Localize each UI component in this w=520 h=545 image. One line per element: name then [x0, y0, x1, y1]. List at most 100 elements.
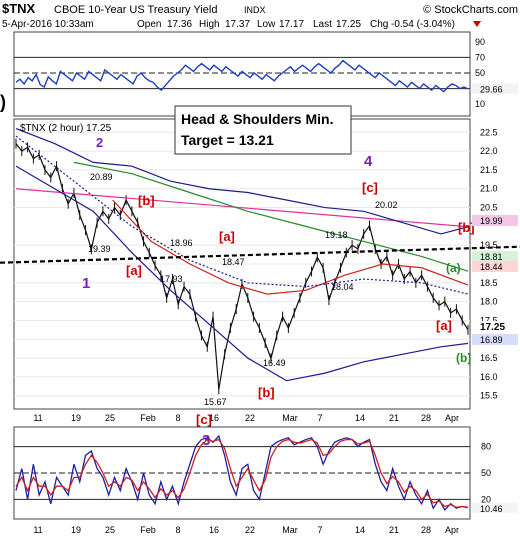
- bottom-x-tick-9: 14: [355, 525, 365, 535]
- wave-label-9: [c]: [362, 180, 378, 195]
- bottom-last-label: 10.46: [480, 504, 503, 514]
- price-tag-bg-low_band: [472, 334, 518, 345]
- wave-label-1: [b]: [138, 193, 155, 208]
- oscillator-slow: [15, 438, 469, 508]
- main-y-tick-3: 21.0: [480, 184, 498, 194]
- header-exchange: INDX: [244, 5, 266, 15]
- header-chg: -0.54 (-3.04%): [391, 19, 455, 30]
- bottom-x-tick-4: 8: [175, 525, 180, 535]
- bottom-x-tick-10: 21: [389, 525, 399, 535]
- main-x-tick-7: Mar: [282, 413, 298, 423]
- top-y-tick-0: 90: [475, 37, 485, 47]
- bottom-x-tick-7: Mar: [282, 525, 298, 535]
- main-y-tick-5: 19.5: [480, 240, 498, 250]
- main-y-tick-8: 18.0: [480, 297, 498, 307]
- header-low: 17.17: [279, 19, 304, 30]
- annotation-line1: Head & Shoulders Min.: [181, 111, 333, 127]
- main-x-tick-5: 16: [209, 413, 219, 423]
- bottom-x-tick-0: 11: [33, 525, 42, 535]
- main-x-tick-12: Apr: [445, 413, 459, 423]
- point-label-7: 19.18: [325, 230, 348, 240]
- wave-label-8: 4: [364, 153, 373, 170]
- price-tag-ma_a: 18.81: [480, 252, 503, 262]
- point-label-6: 16.49: [263, 358, 286, 368]
- main-legend: $TNX (2 hour) 17.25: [20, 123, 112, 134]
- main-price: 22.522.021.521.020.519.519.018.518.017.5…: [0, 127, 520, 449]
- top-indicator-line: [15, 59, 469, 93]
- price-tag-ma_b: 18.44: [480, 262, 503, 272]
- header-open-label: Open: [137, 19, 161, 30]
- price-tag-high_band: 19.99: [480, 216, 503, 226]
- bottom-x-tick-3: Feb: [140, 525, 156, 535]
- main-x-tick-1: 19: [71, 413, 81, 423]
- top-indicator: 907050301029.66: [14, 37, 518, 109]
- main-series-6: [15, 135, 469, 295]
- point-label-1: 19.39: [88, 244, 111, 254]
- bottom-x-tick-2: 25: [105, 525, 115, 535]
- price-tag-bg-high_band: [472, 215, 518, 226]
- price-tag-low_band: 16.89: [480, 335, 503, 345]
- header-name: CBOE 10-Year US Treasury Yield: [54, 4, 217, 16]
- header-high: 17.37: [225, 19, 250, 30]
- bottom-y-tick-1: 50: [481, 468, 491, 478]
- main-y-tick-12: 16.0: [480, 372, 498, 382]
- header-brand: © StockCharts.com: [423, 4, 518, 16]
- point-label-2: 18.96: [170, 238, 193, 248]
- annotation-line2: Target = 13.21: [181, 132, 274, 148]
- main-y-tick-13: 15.5: [480, 391, 498, 401]
- main-series-3: [112, 199, 469, 295]
- bottom-x-tick-1: 19: [71, 525, 81, 535]
- wave-label-7: [b]: [258, 385, 275, 400]
- point-label-5: 15.67: [204, 397, 227, 407]
- down-triangle-icon: [473, 21, 481, 27]
- main-x-tick-4: 8: [175, 413, 180, 423]
- main-y-tick-2: 21.5: [480, 165, 498, 175]
- main-x-tick-8: 7: [317, 413, 322, 423]
- main-x-tick-2: 25: [105, 413, 115, 423]
- main-y-tick-1: 22.0: [480, 146, 498, 156]
- bottom-last-box: [472, 502, 518, 513]
- point-label-9: 20.02: [375, 200, 398, 210]
- bottom-x-tick-6: 22: [245, 525, 255, 535]
- point-label-8: 18.04: [331, 282, 354, 292]
- header-low-label: Low: [257, 19, 276, 30]
- wave-label-10: [b]: [458, 220, 475, 235]
- top-y-tick-4: 10: [475, 99, 485, 109]
- main-x-tick-3: Feb: [140, 413, 156, 423]
- main-x-tick-0: 11: [33, 413, 42, 423]
- wave-label-5: [c]: [196, 412, 212, 427]
- main-series-1: [15, 188, 469, 228]
- price-tag-current: 17.25: [480, 322, 505, 333]
- left-paren: ): [0, 92, 6, 112]
- main-y-tick-0: 22.5: [480, 127, 498, 137]
- wave-label-4: [a]: [219, 229, 235, 244]
- top-y-tick-2: 50: [475, 68, 485, 78]
- header-last-label: Last: [313, 19, 332, 30]
- wave-label-11: (a): [446, 261, 461, 275]
- point-label-4: 18.47: [222, 257, 245, 267]
- annotation-box: [174, 105, 352, 155]
- header-timestamp: 5-Apr-2016 10:33am: [2, 19, 94, 30]
- main-series-5: [15, 127, 469, 235]
- wave-label-13: (b): [456, 351, 471, 365]
- bottom-y-tick-2: 20: [481, 494, 491, 504]
- point-label-0: 20.89: [90, 172, 113, 182]
- header-last: 17.25: [336, 19, 361, 30]
- header-symbol: $TNX: [2, 1, 36, 16]
- top-last-label: 29.66: [480, 85, 503, 95]
- top-panel: [13, 31, 471, 117]
- main-series-4: [15, 165, 469, 382]
- header-open: 17.36: [167, 19, 192, 30]
- header-chg-label: Chg: [370, 19, 388, 30]
- oscillator-fast: [15, 434, 469, 512]
- point-label-3: 17.93: [160, 274, 183, 284]
- main-x-tick-6: 22: [245, 413, 255, 423]
- header-high-label: High: [199, 19, 220, 30]
- price-tag-bg-ma_b: [472, 261, 518, 272]
- main-y-tick-7: 18.5: [480, 278, 498, 288]
- main-y-tick-9: 17.5: [480, 315, 498, 325]
- bottom-x-tick-11: 28: [421, 525, 431, 535]
